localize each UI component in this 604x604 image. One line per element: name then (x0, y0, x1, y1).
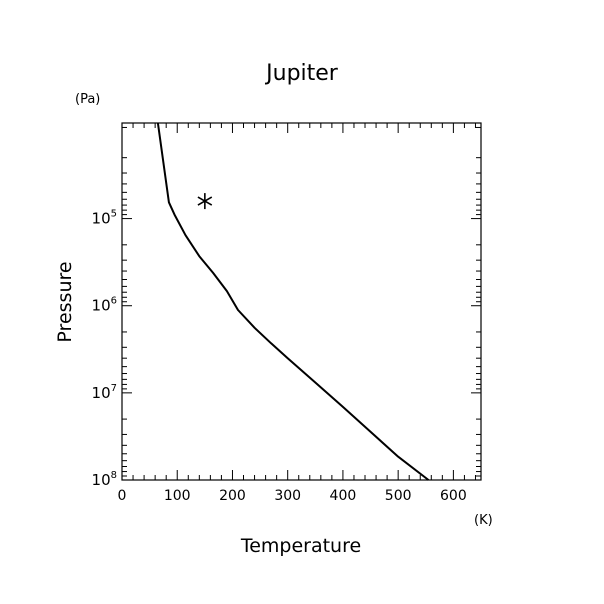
y-unit-label: (Pa) (75, 92, 100, 107)
y-tick-label: 107 (92, 383, 117, 402)
asterisk-marker (197, 193, 213, 210)
x-axis-label: Temperature (240, 535, 361, 557)
x-tick-label: 400 (330, 488, 357, 504)
tick-marks (121, 122, 481, 481)
x-unit-label: (K) (474, 513, 493, 528)
marker-layer (197, 193, 213, 210)
x-tick-label: 100 (164, 488, 191, 504)
temperature-pressure-line (156, 122, 430, 481)
x-tick-label: 300 (274, 488, 301, 504)
x-tick-label: 200 (219, 488, 246, 504)
y-tick-labels: 105 106 107 108 (92, 209, 117, 489)
chart-title: Jupiter (264, 61, 339, 86)
y-tick-label: 108 (92, 470, 117, 489)
plot-frame (121, 122, 482, 481)
y-tick-label: 106 (92, 296, 117, 315)
series-layer (156, 122, 430, 481)
x-tick-label: 500 (385, 488, 412, 504)
x-tick-label: 0 (118, 488, 127, 504)
y-tick-label: 105 (92, 209, 117, 228)
x-tick-labels: 0 100 200 300 400 500 600 (118, 488, 467, 504)
y-axis-label: Pressure (54, 261, 76, 342)
asterisk-stroke (197, 196, 213, 206)
x-tick-label: 600 (440, 488, 467, 504)
